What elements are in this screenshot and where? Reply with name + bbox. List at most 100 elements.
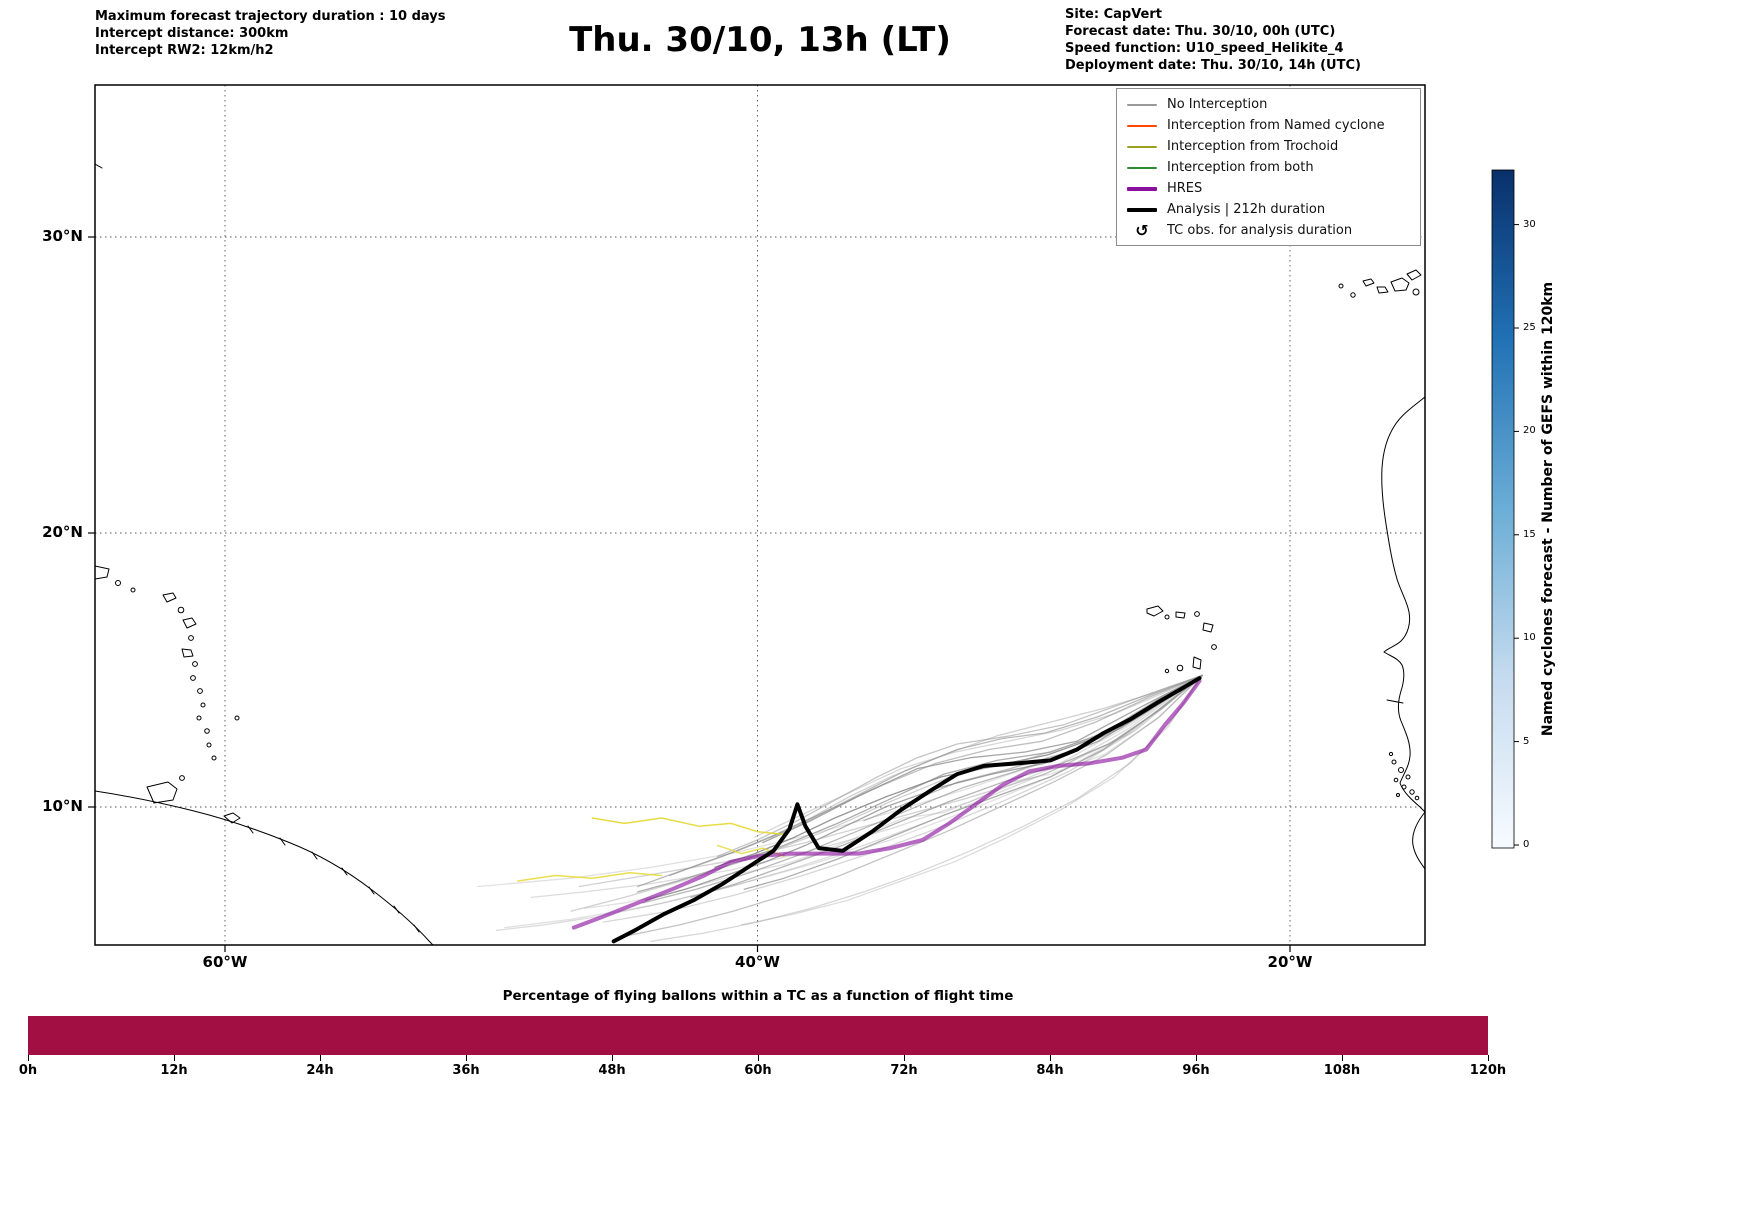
track-trochoid [517,872,663,882]
coastline-capeverde-island [1175,611,1186,619]
track-no_interception [503,674,1203,929]
info-block-right: Site: CapVert Forecast date: Thu. 30/10,… [1065,6,1361,74]
coastline-bijagos-island [1401,784,1407,790]
track-no_interception [645,674,1203,901]
coastline-capeverde-island [1202,622,1214,633]
flight-time-axis-tick [904,1055,905,1061]
coastline-island [177,606,185,614]
colorbar-gradient [1491,169,1515,849]
track-analysis [611,676,1202,944]
bottom-chart-title: Percentage of flying ballons within a TC… [502,988,1014,1004]
coastline-island [188,635,194,641]
coastline-canary-island [1406,269,1422,281]
flight-time-tick-label: 120h [1469,1063,1507,1078]
coastline-island [196,715,202,721]
coastline-canary-island [1362,278,1375,287]
flight-time-axis-tick [612,1055,613,1061]
flight-time-bar [28,1016,1488,1055]
colorbar [1491,169,1519,849]
coastline-bermuda [95,163,103,169]
colorbar-tick-label: 5 [1523,735,1530,747]
forecast-date-text: Forecast date: Thu. 30/10, 00h (UTC) [1065,24,1336,39]
track-no_interception [530,674,1203,899]
legend-line-swatch [1127,186,1157,191]
deployment-date-text: Deployment date: Thu. 30/10, 14h (UTC) [1065,58,1361,73]
legend-item-3: Interception from both [1117,157,1420,178]
coastline-canary-island [1350,292,1356,298]
coastline-capeverde-island [1176,664,1184,672]
colorbar-ticks [1514,224,1519,846]
legend-label: Interception from Trochoid [1167,139,1339,154]
flight-time-tick-label: 36h [452,1063,480,1078]
tc-obs-symbol-icon: ↺ [1135,220,1149,240]
x-tick-label: 40°W [735,953,780,971]
coastline-south-america [95,790,434,945]
flight-time-axis-tick [174,1055,175,1061]
colorbar-label: Named cyclones forecast - Number of GEFS… [1540,281,1556,737]
coastline-capeverde-island [1194,611,1200,617]
track-no_interception [740,674,1203,926]
legend-item-0: No Interception [1117,94,1420,115]
colorbar-tick-label: 10 [1523,632,1536,644]
coastline-bijagos-island [1409,789,1415,795]
coastline-river-mouths [247,825,420,933]
coastline-canary-island [1412,288,1420,296]
coastline-bijagos-island [1393,777,1399,783]
coastline-barbados [234,715,240,721]
coastline-island [162,592,177,603]
x-tick-label: 60°W [202,953,248,971]
legend-label: Interception from both [1167,160,1314,175]
flight-time-tick-label: 0h [18,1063,38,1078]
flight-time-tick-label: 12h [160,1063,188,1078]
track-no_interception [637,674,1203,893]
coastline-island [204,728,210,734]
coastline-island [192,661,198,667]
legend-line-swatch [1127,207,1157,212]
y-tick-label: 10°N [42,797,83,815]
colorbar-tick-label: 30 [1523,218,1536,230]
track-no_interception [650,674,1203,942]
legend-label: TC obs. for analysis duration [1167,223,1353,238]
flight-time-tick-label: 108h [1323,1063,1361,1078]
coastline-bijagos-island [1396,793,1400,797]
colorbar-tick-label: 0 [1523,839,1530,850]
legend-line-swatch [1127,103,1157,106]
flight-time-axis-tick [28,1055,29,1061]
coastline-africa-south [1412,811,1425,870]
coastline-island [197,688,203,694]
track-no_interception [642,674,1203,904]
coastline-capeverde-island [1192,656,1202,670]
coastline-trinidad [146,781,178,804]
coastline-bijagos-island [1405,774,1411,780]
flight-time-axis-tick [1196,1055,1197,1061]
flight-time-tick-label: 24h [306,1063,334,1078]
coastline-island [190,675,196,681]
coastline-capeverde-island [1164,668,1170,674]
max-duration-text: Maximum forecast trajectory duration : 1… [95,9,446,24]
legend-line-swatch [1127,166,1157,169]
flight-time-tick-label: 48h [598,1063,626,1078]
legend-label: Interception from Named cyclone [1167,118,1385,133]
coastline-puerto-rico [95,565,110,580]
colorbar-tick-label: 25 [1523,322,1536,333]
legend-label: No Interception [1167,97,1268,112]
x-tick-label: 20°W [1267,953,1313,971]
coastline-bijagos-island [1398,767,1404,773]
site-text: Site: CapVert [1065,7,1162,22]
flight-time-axis-tick [1342,1055,1343,1061]
track-trochoid [591,817,785,836]
info-block-left: Maximum forecast trajectory duration : 1… [95,8,446,59]
coastline-gambia-river [1386,699,1404,704]
coastline-canary-island [1390,277,1410,292]
flight-time-tick-label: 60h [744,1063,772,1078]
legend-item-5: Analysis | 212h duration [1117,199,1420,220]
colorbar-tick-label: 20 [1523,425,1536,437]
coastline-bijagos-island [1414,795,1420,801]
flight-time-tick-label: 72h [890,1063,918,1078]
coastline-island [206,742,212,748]
track-no_interception [743,674,1203,890]
track-no_interception [495,674,1203,931]
y-tick-label: 20°N [42,523,83,541]
flight-time-tick-label: 84h [1036,1063,1064,1078]
track-no_interception [668,674,1203,877]
